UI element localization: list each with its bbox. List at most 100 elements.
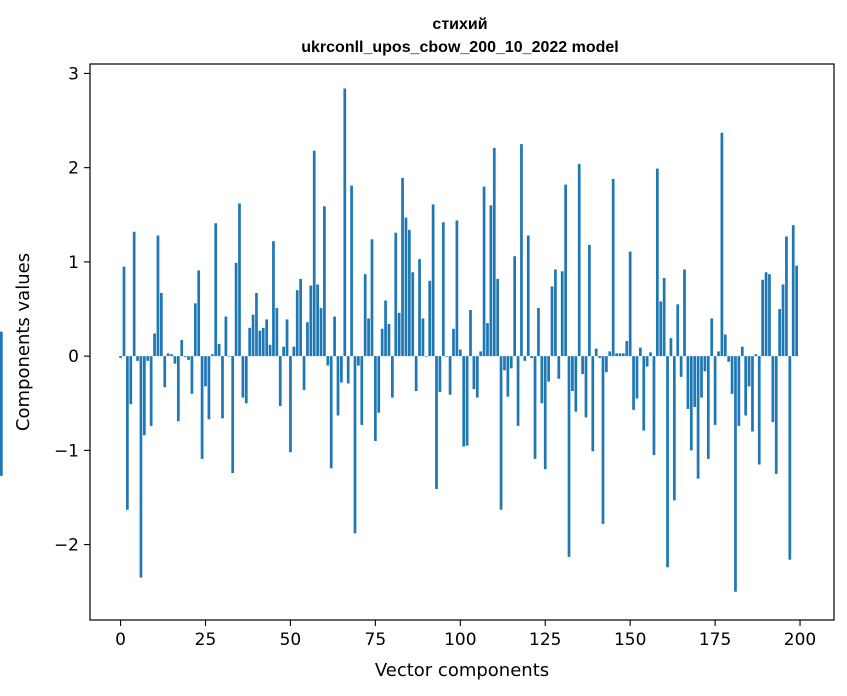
bar: [149, 356, 153, 426]
bar: [717, 351, 720, 357]
bar: [384, 300, 387, 357]
bar: [537, 308, 540, 357]
chart-title: стихий: [432, 16, 487, 33]
bar: [136, 356, 139, 361]
bar: [418, 259, 421, 357]
bar: [176, 356, 180, 422]
bar: [170, 354, 173, 357]
bar: [204, 356, 207, 387]
bar: [210, 354, 214, 357]
x-tick-label: 200: [784, 630, 816, 650]
bar: [499, 356, 503, 510]
bar: [183, 356, 187, 358]
bar: [0, 331, 3, 357]
bar: [560, 271, 564, 357]
bar: [693, 356, 697, 408]
bar: [791, 225, 795, 357]
bar: [353, 356, 357, 534]
bar: [747, 356, 751, 387]
bar: [397, 312, 401, 357]
bar: [129, 356, 133, 405]
bar: [428, 280, 432, 357]
bar: [316, 284, 319, 357]
bar: [234, 262, 238, 357]
bar: [200, 356, 204, 459]
bar: [639, 347, 642, 357]
bar: [0, 356, 3, 476]
bar: [516, 356, 520, 426]
bar: [683, 269, 686, 357]
bar: [326, 356, 330, 366]
bar: [662, 277, 666, 357]
bar: [275, 308, 279, 357]
bar: [448, 356, 452, 395]
bar: [431, 204, 435, 357]
bar: [676, 304, 680, 357]
bar: [462, 356, 466, 447]
bar: [343, 88, 347, 357]
bar: [323, 206, 326, 357]
x-axis-ticks: 0 25 50 75 100 125 150 175 200: [115, 620, 816, 650]
bar: [710, 318, 714, 357]
bar: [261, 327, 265, 357]
x-tick-label: 75: [365, 630, 387, 650]
bar: [625, 341, 629, 357]
bar: [370, 239, 374, 357]
bar: [173, 356, 177, 364]
bars: [0, 88, 798, 592]
bar: [591, 356, 595, 452]
bar: [632, 356, 635, 410]
bar: [757, 356, 761, 465]
y-tick-label: −1: [54, 441, 79, 461]
bar: [472, 356, 476, 390]
bar: [424, 356, 428, 357]
bar: [778, 309, 781, 357]
bar: [214, 223, 218, 357]
bar: [299, 278, 302, 357]
x-tick-label: 100: [444, 630, 476, 650]
bar: [622, 353, 625, 357]
bar: [571, 356, 574, 392]
y-axis-ticks: −2 −1 0 1 2 3: [54, 64, 90, 556]
bar: [414, 356, 418, 392]
bar: [126, 356, 129, 510]
bar: [367, 318, 370, 357]
bar: [312, 150, 316, 357]
bar: [377, 356, 381, 413]
bar: [700, 356, 703, 398]
bar: [730, 356, 734, 394]
bar: [492, 147, 496, 357]
bar: [309, 285, 313, 357]
bar: [761, 279, 765, 357]
bar: [489, 205, 493, 357]
bar: [713, 356, 717, 425]
bar: [598, 356, 601, 359]
bar: [407, 229, 411, 357]
bar: [143, 356, 146, 436]
bar: [333, 316, 336, 357]
bar: [679, 356, 683, 377]
bar: [588, 244, 591, 357]
bar: [530, 356, 533, 359]
bar: [740, 346, 744, 357]
x-tick-label: 50: [280, 630, 302, 650]
bar: [302, 356, 306, 391]
bar: [509, 356, 513, 369]
bar: [785, 236, 788, 357]
bar: [391, 356, 394, 398]
bar: [734, 356, 737, 592]
plot-frame: [89, 63, 835, 621]
bar: [268, 344, 272, 357]
bar: [611, 178, 615, 357]
bar: [217, 343, 221, 357]
bar: [380, 328, 384, 357]
bar: [231, 356, 235, 473]
bar: [628, 251, 632, 357]
bar: [503, 356, 506, 371]
bar: [696, 356, 700, 479]
bar: [581, 356, 584, 375]
bar: [319, 308, 323, 357]
bar: [421, 318, 425, 357]
bar: [156, 235, 160, 357]
bar: [119, 356, 122, 359]
